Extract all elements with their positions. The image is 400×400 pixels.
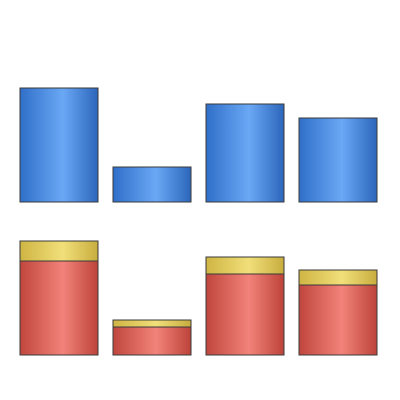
- bottom-bar-4-series-2: [298, 269, 378, 286]
- bottom-bar-3-series-2: [205, 256, 285, 275]
- top-bar-2-series-1: [112, 166, 192, 203]
- bottom-bar-2-series-1: [112, 326, 192, 356]
- bottom-bar-2-series-2: [112, 319, 192, 328]
- bottom-bar-1-series-2: [19, 240, 99, 262]
- bottom-bar-1-series-1: [19, 260, 99, 356]
- top-bar-1-series-1: [19, 87, 99, 203]
- bottom-stacked-bar-panel: [19, 240, 378, 356]
- top-bar-panel: [19, 87, 378, 203]
- bottom-bar-4-series-1: [298, 284, 378, 356]
- bottom-bar-3-series-1: [205, 273, 285, 356]
- top-bar-4-series-1: [298, 117, 378, 203]
- top-bar-3-series-1: [205, 103, 285, 203]
